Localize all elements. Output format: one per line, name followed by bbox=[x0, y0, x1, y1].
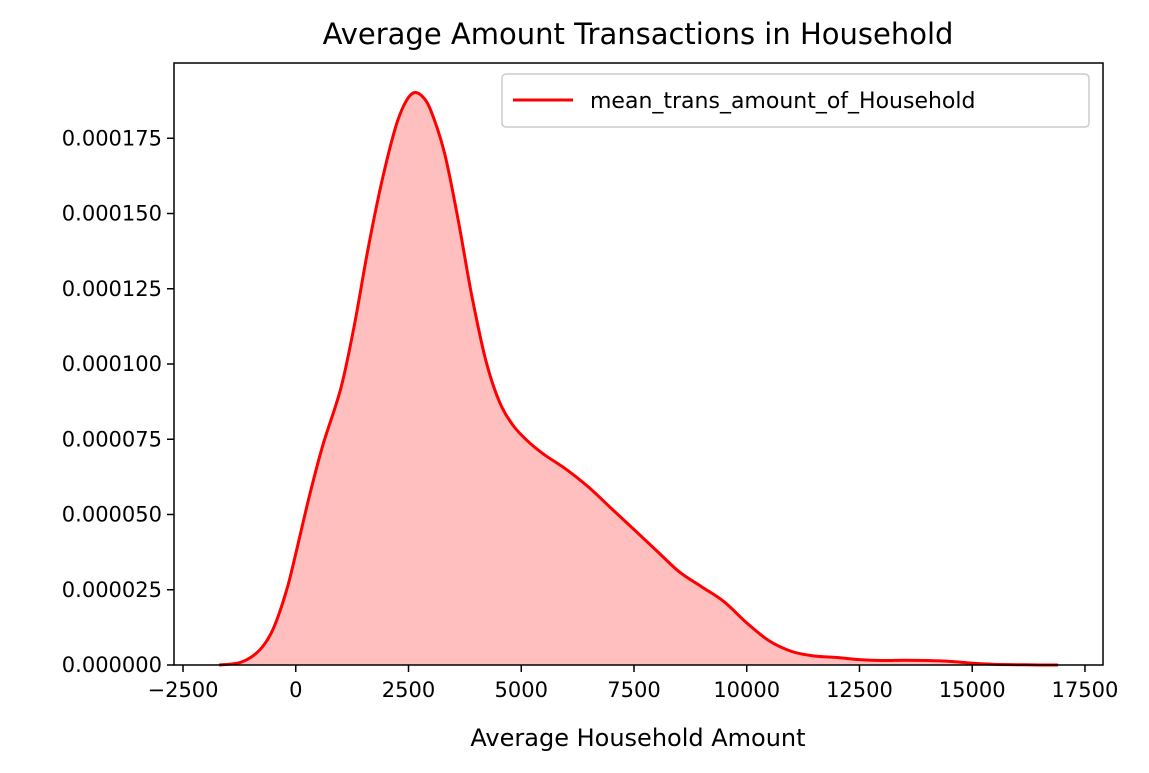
x-tick-label: 10000 bbox=[713, 678, 780, 702]
y-tick-label: 0.000175 bbox=[62, 126, 162, 150]
x-axis-label: Average Household Amount bbox=[470, 724, 805, 752]
x-tick-label: 17500 bbox=[1052, 678, 1119, 702]
x-tick-label: 0 bbox=[289, 678, 302, 702]
legend: mean_trans_amount_of_Household bbox=[501, 73, 1090, 128]
x-tick-label: 15000 bbox=[939, 678, 1006, 702]
density-line bbox=[218, 91, 1058, 667]
x-tick-label: −2500 bbox=[147, 678, 218, 702]
legend-label: mean_trans_amount_of_Household bbox=[590, 89, 975, 114]
x-tick-label: 12500 bbox=[826, 678, 893, 702]
density-area-fill bbox=[219, 92, 1058, 666]
x-axis: −2500 0 2500 5000 7500 10000 12500 15000 17500 bbox=[147, 665, 1118, 702]
y-tick-label: 0.000075 bbox=[62, 427, 162, 451]
y-tick-label: 0.000150 bbox=[62, 202, 162, 226]
x-tick-label: 2500 bbox=[382, 678, 435, 702]
x-tick-label: 7500 bbox=[607, 678, 660, 702]
y-axis: 0.000000 0.000025 0.000050 0.000075 0.000100… bbox=[62, 126, 174, 677]
y-tick-label: 0.000125 bbox=[62, 277, 162, 301]
legend-box bbox=[501, 73, 1090, 128]
y-tick-label: 0.000100 bbox=[62, 352, 162, 376]
y-tick-label: 0.000050 bbox=[62, 503, 162, 527]
chart-title: Average Amount Transactions in Household bbox=[323, 17, 954, 51]
x-tick-label: 5000 bbox=[495, 678, 548, 702]
plot-area bbox=[218, 91, 1058, 667]
y-tick-label: 0.000025 bbox=[62, 578, 162, 602]
y-tick-label: 0.000000 bbox=[62, 653, 162, 677]
